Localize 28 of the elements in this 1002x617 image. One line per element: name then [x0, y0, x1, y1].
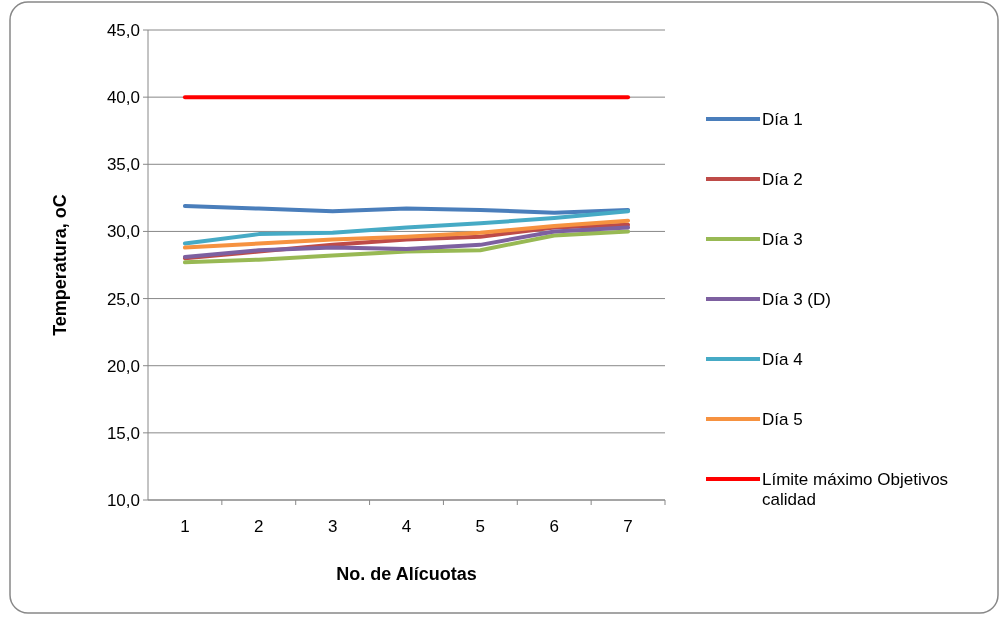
y-tick-label: 35,0: [106, 155, 140, 175]
y-tick-label: 30,0: [106, 222, 140, 242]
y-tick-label: 10,0: [106, 490, 140, 510]
x-tick-label: 5: [475, 517, 486, 536]
legend-label: Día 5: [762, 409, 803, 429]
x-tick-label: 3: [327, 517, 338, 536]
legend-label: Día 2: [762, 169, 803, 189]
line-series: [182, 229, 631, 265]
y-tick-label: 15,0: [106, 423, 140, 443]
y-tick-label: 25,0: [106, 289, 140, 309]
x-tick-label: 7: [623, 517, 633, 536]
line-series: [182, 218, 631, 250]
legend-label: Día 1: [762, 109, 803, 129]
line-series: [182, 209, 631, 246]
legend-label: Límite máximo Objetivos calidad: [762, 469, 949, 510]
legend-label: Día 4: [762, 349, 803, 369]
legend-label: Día 3 (D): [762, 289, 831, 309]
legend-label: Día 3: [762, 229, 803, 249]
x-tick-label: 6: [549, 517, 559, 536]
y-axis-title: Temperatura, oC: [50, 194, 70, 336]
line-series: [182, 203, 631, 215]
x-axis-title: No. de Alícuotas: [336, 564, 477, 584]
y-tick-label: 45,0: [106, 20, 140, 40]
y-tick-label: 40,0: [106, 88, 140, 108]
x-tick-label: 1: [180, 517, 190, 536]
x-tick-label: 2: [254, 517, 264, 536]
y-tick-label: 20,0: [106, 356, 140, 376]
x-tick-label: 4: [401, 517, 412, 536]
